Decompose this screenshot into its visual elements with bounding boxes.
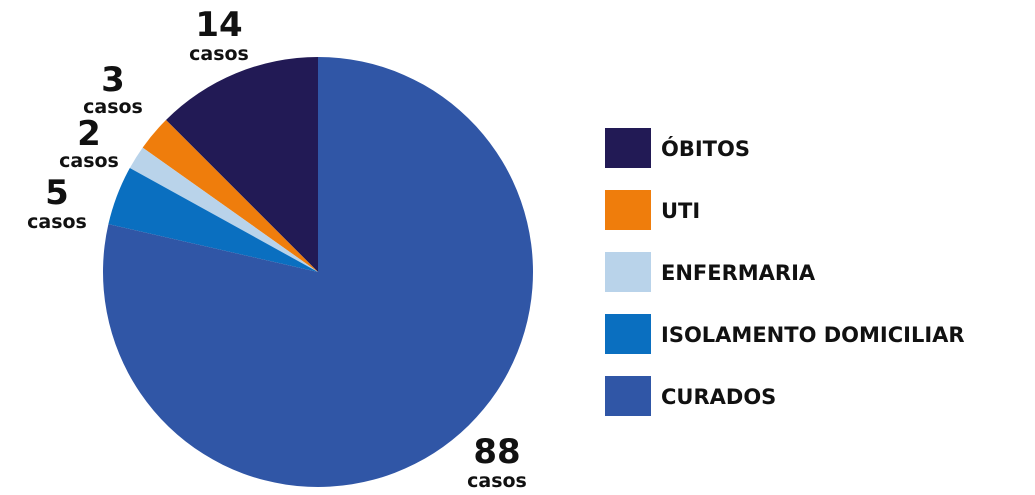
legend-label: UTI [661,199,700,223]
legend-swatch [605,252,651,292]
pie-slice-curados [102,57,533,487]
data-label-unit: casos [189,43,249,65]
data-label-value: 5 [45,173,69,213]
data-label-value: 3 [101,60,125,100]
data-label-value: 2 [77,114,101,154]
legend-item-uti: UTI [605,190,700,230]
pie-slices [102,56,533,487]
legend-item-obitos: ÓBITOS [605,128,750,168]
legend-label: ÓBITOS [661,136,750,161]
legend-swatch [605,128,651,168]
legend-label: ENFERMARIA [661,261,816,285]
pie-slice-enfermaria [129,147,318,272]
data-label-unit: casos [59,150,119,172]
legend-swatch [605,376,651,416]
legend: ÓBITOS UTI ENFERMARIA ISOLAMENTO DOMICILIAR… [605,128,965,416]
pie-slice-uti [142,119,318,272]
data-label-unit: casos [83,96,143,118]
legend-swatch [605,314,651,354]
legend-swatch [605,190,651,230]
data-label-unit: casos [467,470,527,492]
data-label-value: 14 [195,5,242,45]
legend-label: ISOLAMENTO DOMICILIAR [661,323,965,347]
data-label-value: 88 [473,432,520,472]
data-label-unit: casos [27,211,87,233]
pie-slice-obitos [165,56,318,272]
legend-label: CURADOS [661,385,776,409]
legend-item-curados: CURADOS [605,376,776,416]
legend-item-isolamento-domiciliar: ISOLAMENTO DOMICILIAR [605,314,965,354]
pie-slice-isolamento-domiciliar [108,168,318,272]
legend-item-enfermaria: ENFERMARIA [605,252,816,292]
